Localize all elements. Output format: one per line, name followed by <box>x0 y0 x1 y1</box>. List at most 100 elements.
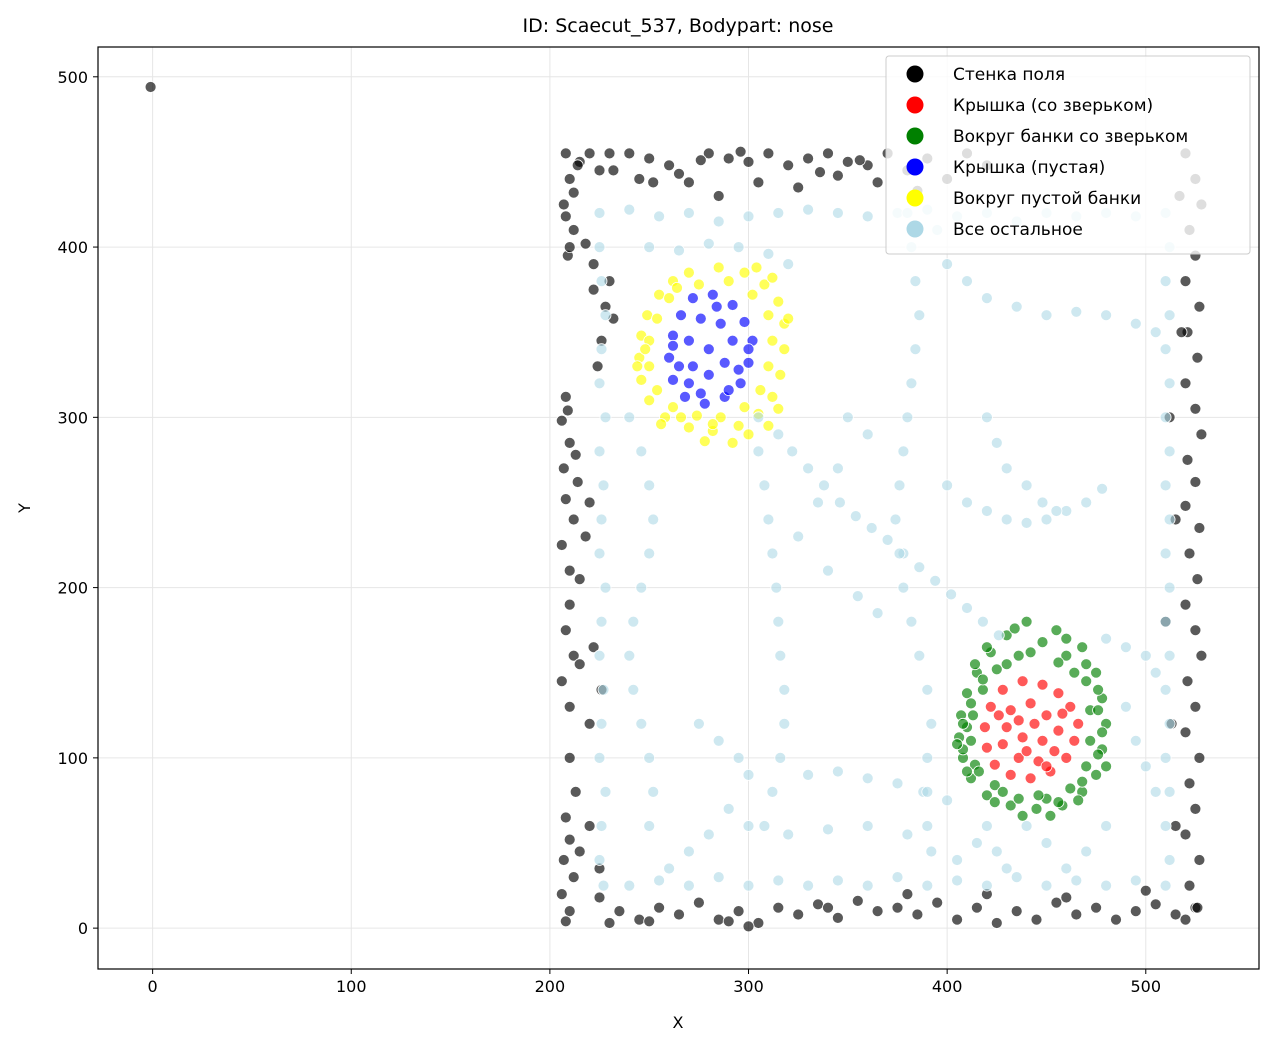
data-point <box>1189 700 1202 713</box>
data-point <box>571 476 584 488</box>
data-point <box>925 845 938 858</box>
data-point <box>643 479 656 492</box>
data-point <box>951 738 963 751</box>
data-point <box>792 908 805 921</box>
data-point <box>766 390 779 403</box>
data-point <box>967 709 979 722</box>
data-point <box>567 649 580 662</box>
data-point <box>712 190 725 202</box>
data-point <box>623 203 636 216</box>
data-point <box>1004 769 1017 781</box>
data-point <box>1036 678 1049 691</box>
data-point <box>861 879 874 892</box>
data-point <box>613 905 626 917</box>
data-point <box>1191 573 1204 585</box>
data-point <box>742 155 755 168</box>
series-group <box>663 288 759 410</box>
data-point <box>1052 724 1065 737</box>
data-point <box>961 765 973 778</box>
data-point <box>738 266 751 279</box>
data-point <box>1159 615 1172 628</box>
data-point <box>593 207 606 219</box>
data-point <box>1012 792 1025 805</box>
data-point <box>693 896 705 909</box>
data-point <box>712 734 725 747</box>
data-point <box>635 445 648 458</box>
data-point <box>889 513 902 526</box>
data-point <box>871 905 884 917</box>
data-point <box>977 673 989 686</box>
data-point <box>587 641 600 654</box>
data-point <box>587 258 600 271</box>
data-point <box>732 363 745 376</box>
data-point <box>921 683 934 696</box>
data-point <box>802 879 814 892</box>
data-point <box>750 261 763 274</box>
data-point <box>722 915 735 928</box>
data-point <box>675 411 687 424</box>
data-point <box>643 241 656 254</box>
data-point <box>702 343 715 356</box>
data-point <box>563 700 576 713</box>
data-point <box>1163 717 1176 730</box>
x-tick-label: 200 <box>535 977 566 996</box>
data-point <box>851 590 864 602</box>
data-point <box>969 658 981 671</box>
data-point <box>778 683 791 696</box>
data-point <box>673 908 685 921</box>
data-point <box>990 845 1003 858</box>
data-point <box>1092 748 1104 761</box>
x-axis-label: X <box>673 1013 684 1032</box>
data-point <box>569 786 582 798</box>
data-point <box>1000 862 1013 875</box>
legend-label: Все остальное <box>953 220 1083 240</box>
data-point <box>905 615 918 628</box>
data-point <box>563 598 576 611</box>
data-point <box>623 411 636 424</box>
data-point <box>814 166 826 179</box>
data-point <box>988 796 1001 808</box>
data-point <box>921 879 934 892</box>
data-point <box>762 513 775 526</box>
data-point <box>667 401 679 414</box>
data-point <box>786 445 799 458</box>
x-tick-label: 300 <box>733 977 764 996</box>
data-point <box>1175 326 1188 339</box>
data-point <box>569 448 582 461</box>
data-point <box>557 462 570 475</box>
data-point <box>1179 913 1192 926</box>
legend-marker <box>906 65 924 83</box>
data-point <box>913 649 926 662</box>
data-point <box>694 387 707 400</box>
data-point <box>1050 505 1063 517</box>
data-point <box>1068 666 1081 679</box>
data-point <box>961 687 973 700</box>
data-point <box>762 419 775 432</box>
data-point <box>774 649 787 662</box>
data-point <box>1139 884 1152 897</box>
data-point <box>683 266 695 279</box>
data-point <box>897 445 910 458</box>
data-point <box>559 915 572 928</box>
data-point <box>683 845 695 858</box>
data-point <box>1040 837 1053 849</box>
data-point <box>1129 734 1142 747</box>
data-point <box>732 419 745 432</box>
data-point <box>1181 675 1194 688</box>
data-point <box>734 377 747 390</box>
data-point <box>929 574 942 587</box>
data-point <box>1004 704 1017 717</box>
legend-marker <box>906 158 924 176</box>
data-point <box>693 717 705 730</box>
data-point <box>1010 300 1023 313</box>
data-point <box>1169 908 1182 921</box>
data-point <box>762 247 775 260</box>
data-point <box>651 312 663 325</box>
data-point <box>792 530 805 543</box>
data-point <box>984 700 997 713</box>
data-point <box>861 210 874 223</box>
data-point <box>595 615 608 628</box>
data-point <box>641 309 654 322</box>
data-point <box>1100 879 1112 892</box>
points-layer <box>144 81 1208 933</box>
